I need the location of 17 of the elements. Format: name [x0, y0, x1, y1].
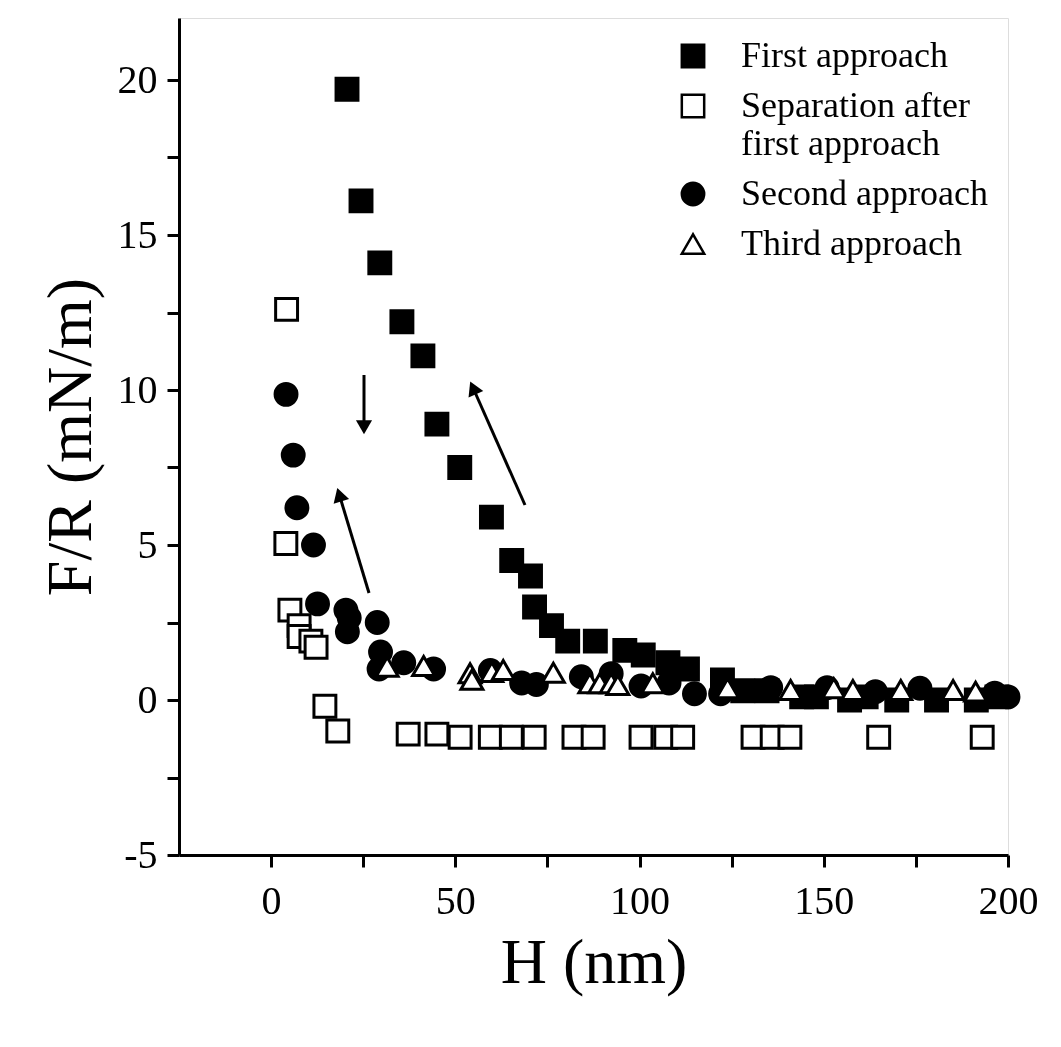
y-axis-title: F/R (mN/m)	[33, 277, 105, 597]
x-tick-label: 0	[261, 877, 282, 923]
x-tick-label: 200	[978, 877, 1039, 923]
y-tick-label: 15	[117, 211, 158, 257]
legend-label: Separation after first approach	[741, 85, 970, 163]
x-axis-title: H (nm)	[500, 925, 688, 997]
x-tick-label: 100	[610, 877, 671, 923]
legend-label: Second approach	[741, 173, 988, 213]
y-tick-label: 0	[137, 676, 158, 722]
x-tick-label: 50	[435, 877, 476, 923]
y-tick-label: -5	[124, 831, 158, 877]
y-tick-label: 20	[117, 56, 158, 102]
legend-label: First approach	[741, 35, 948, 75]
y-tick-label: 5	[137, 521, 158, 567]
legend-label: Third approach	[741, 223, 962, 263]
y-tick-label: 10	[117, 366, 158, 412]
x-tick-label: 150	[794, 877, 855, 923]
